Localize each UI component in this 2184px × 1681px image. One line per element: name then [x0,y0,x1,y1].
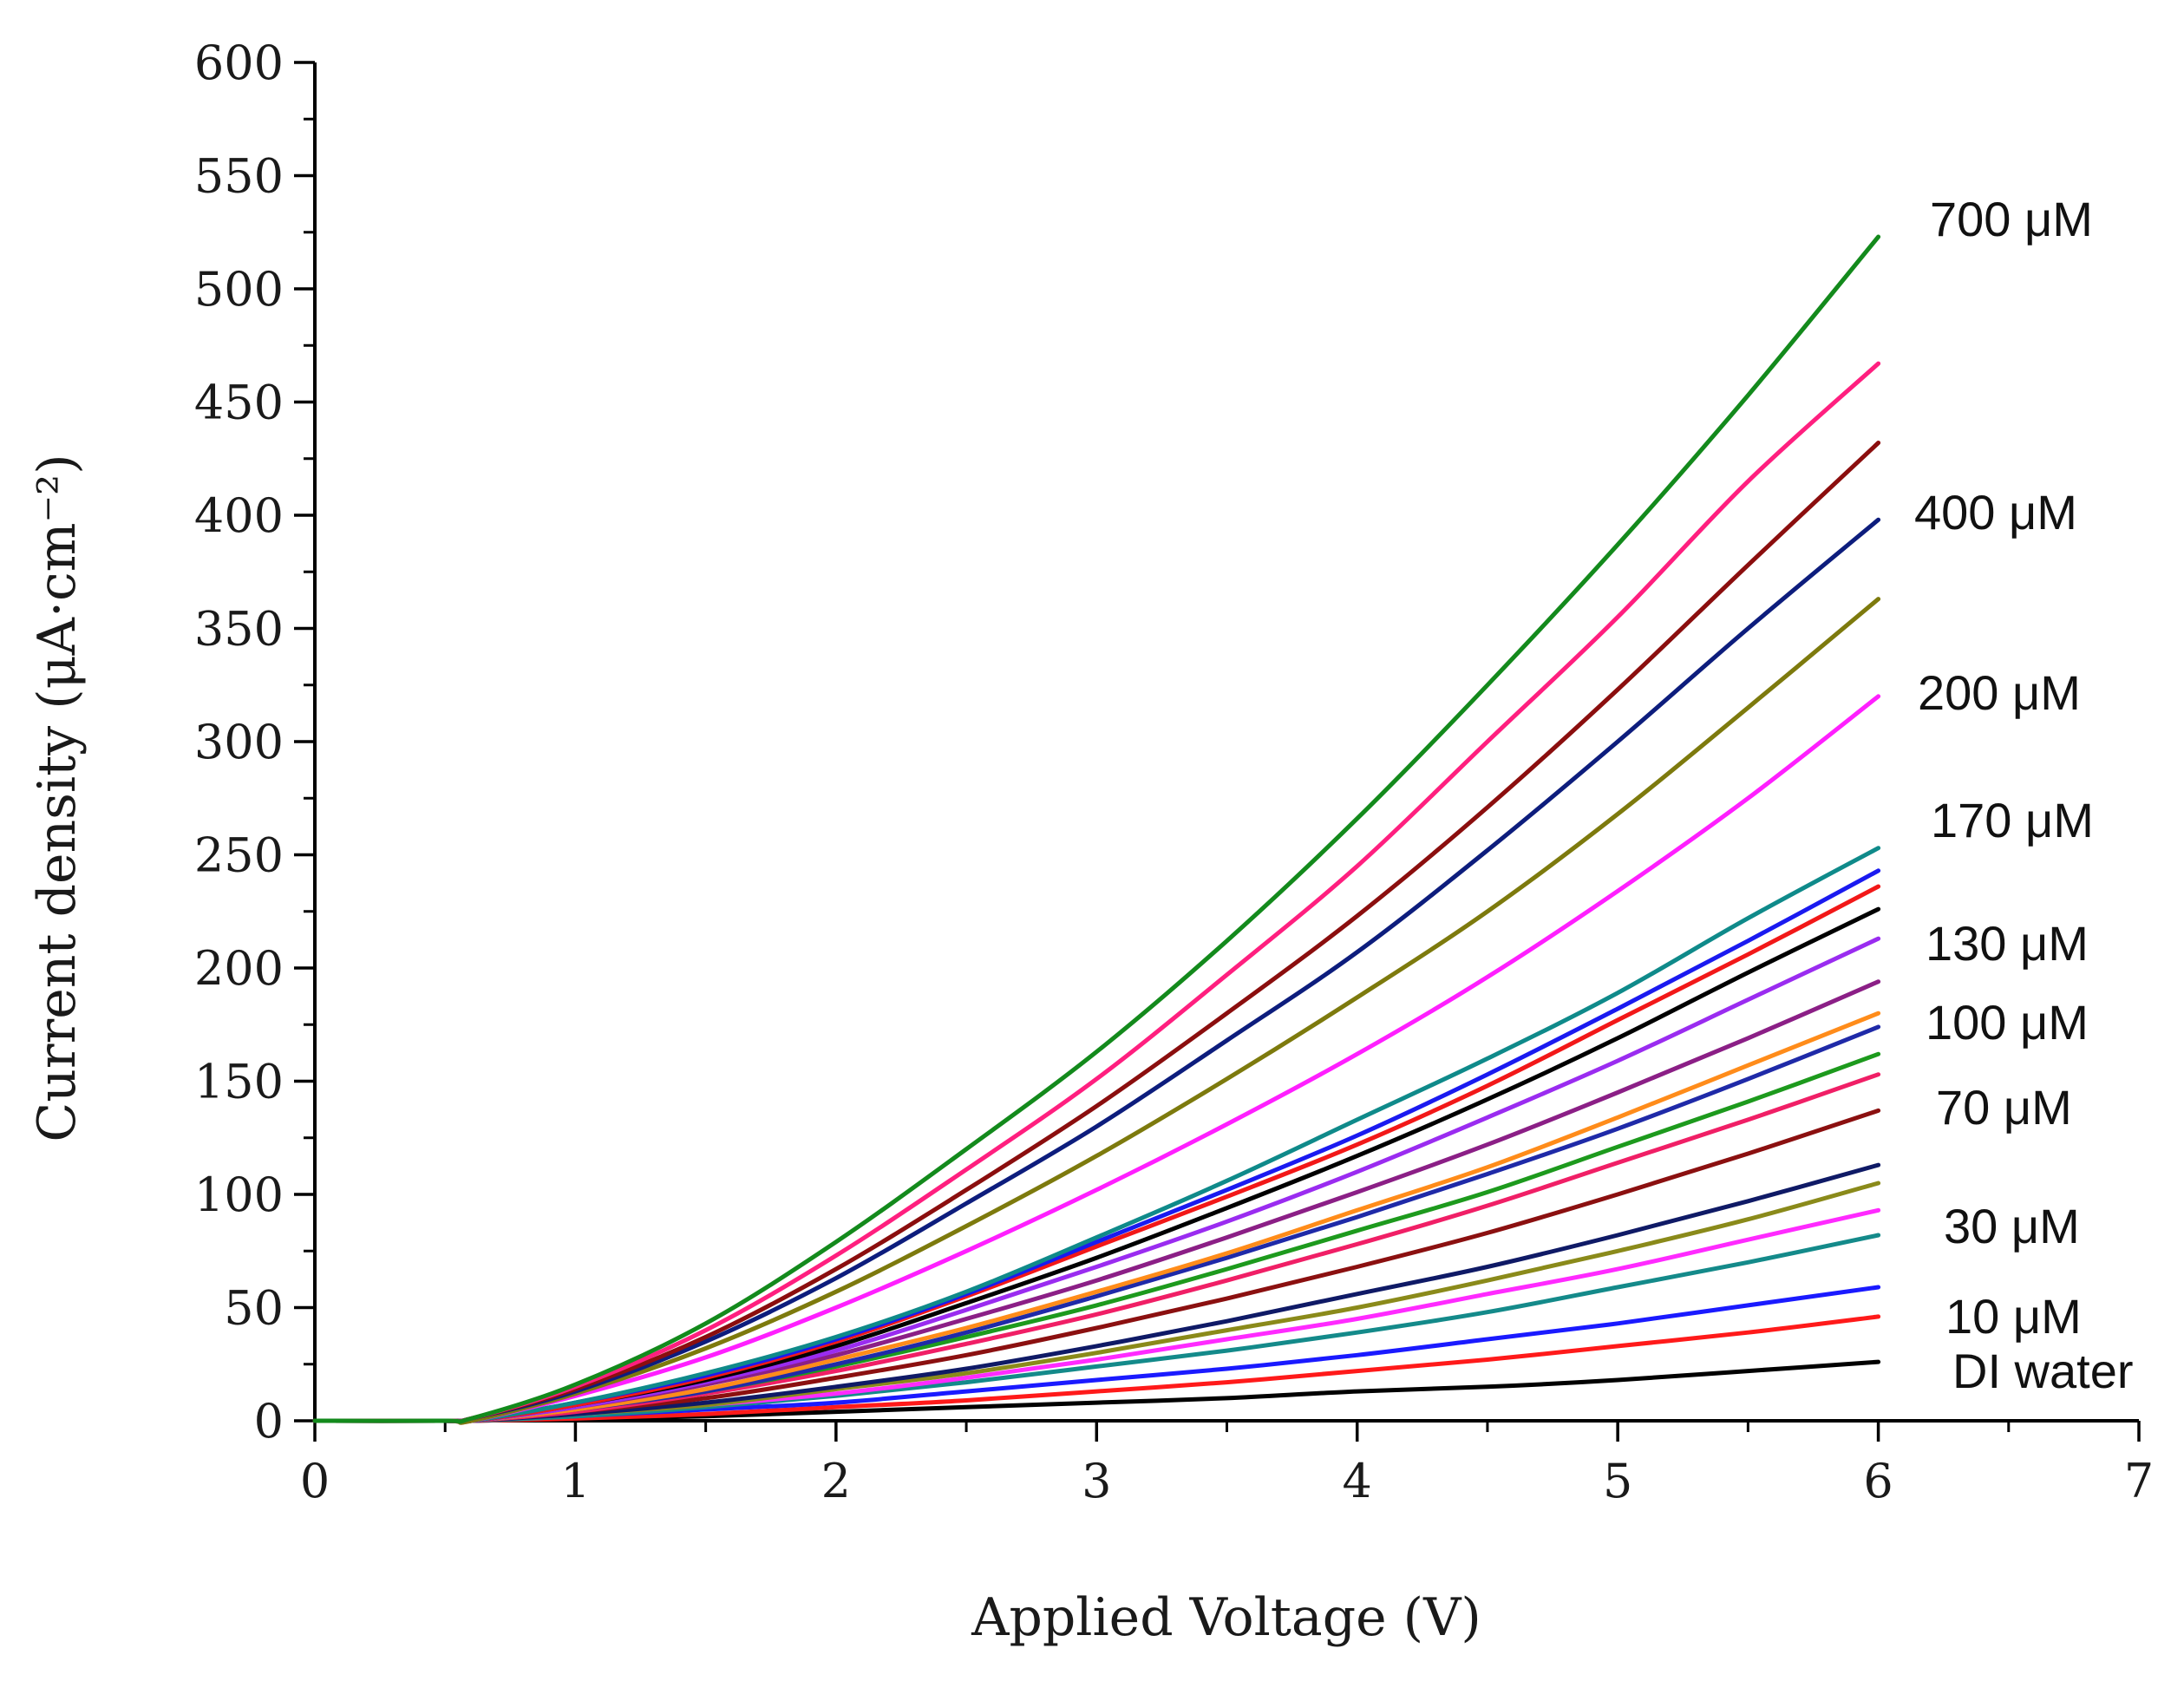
x-tick-label: 2 [821,1454,851,1508]
y-tick-label: 400 [194,488,284,543]
x-tick-label: 6 [1863,1454,1893,1508]
series-label-130-m: 130 μM [1926,916,2089,971]
series-labels: 700 μM 400 μM 200 μM 170 μM 130 μM 100 μM 70 μ… [1914,192,2134,1398]
series-line-170-m [312,846,1881,1425]
series-label-700-m: 700 μM [1930,192,2093,246]
y-tick-label: 150 [194,1055,284,1109]
y-tick-label: 600 [194,36,284,90]
y-tick-label: 100 [194,1168,284,1222]
series-label-400-m: 400 μM [1914,485,2077,540]
series-label-30-m: 30 μM [1944,1199,2080,1253]
y-tick-label: 300 [194,715,284,769]
series-lines [312,234,1881,1425]
y-tick-label: 250 [194,828,284,883]
series-label-10-m: 10 μM [1945,1289,2082,1344]
x-tick-label: 4 [1343,1454,1372,1508]
y-tick-label: 50 [224,1281,284,1336]
series-label-200-m: 200 μM [1918,665,2081,720]
x-tick-label: 7 [2124,1454,2154,1508]
axes: 0 1 2 3 4 5 6 7 0 50 100 150 200 250 300 350 400 450 500 55… [194,36,2154,1508]
series-line-30-m [312,1181,1881,1424]
series-label-100-m: 100 μM [1926,995,2089,1050]
series-line-unlabeled-10 [312,1024,1881,1424]
series-label-170-m: 170 μM [1931,793,2094,847]
x-tick-label: 3 [1082,1454,1111,1508]
y-tick-label: 200 [194,941,284,996]
series-line-unlabeled-1 [312,1314,1881,1423]
x-tick-label: 0 [300,1454,330,1508]
x-axis-title: Applied Voltage (V) [971,1587,1481,1648]
y-tick-label: 450 [194,376,284,430]
y-axis-title: Current density (μA·cm⁻²) [27,454,88,1141]
series-line-700-m [312,234,1881,1424]
y-tick-label: 550 [194,149,284,204]
series-line-unlabeled-19 [312,597,1881,1425]
series-label-70-m: 70 μM [1936,1080,2072,1135]
series-line-unlabeled-16 [312,868,1881,1425]
series-line-unlabeled-13 [312,936,1881,1424]
series-label-di-water: DI water [1952,1344,2134,1398]
series-line-400-m [312,517,1881,1424]
y-tick-label: 350 [194,602,284,657]
y-tick-label: 0 [254,1394,284,1449]
y-tick-label: 500 [194,262,284,317]
x-tick-label: 5 [1603,1454,1632,1508]
x-tick-label: 1 [560,1454,590,1508]
